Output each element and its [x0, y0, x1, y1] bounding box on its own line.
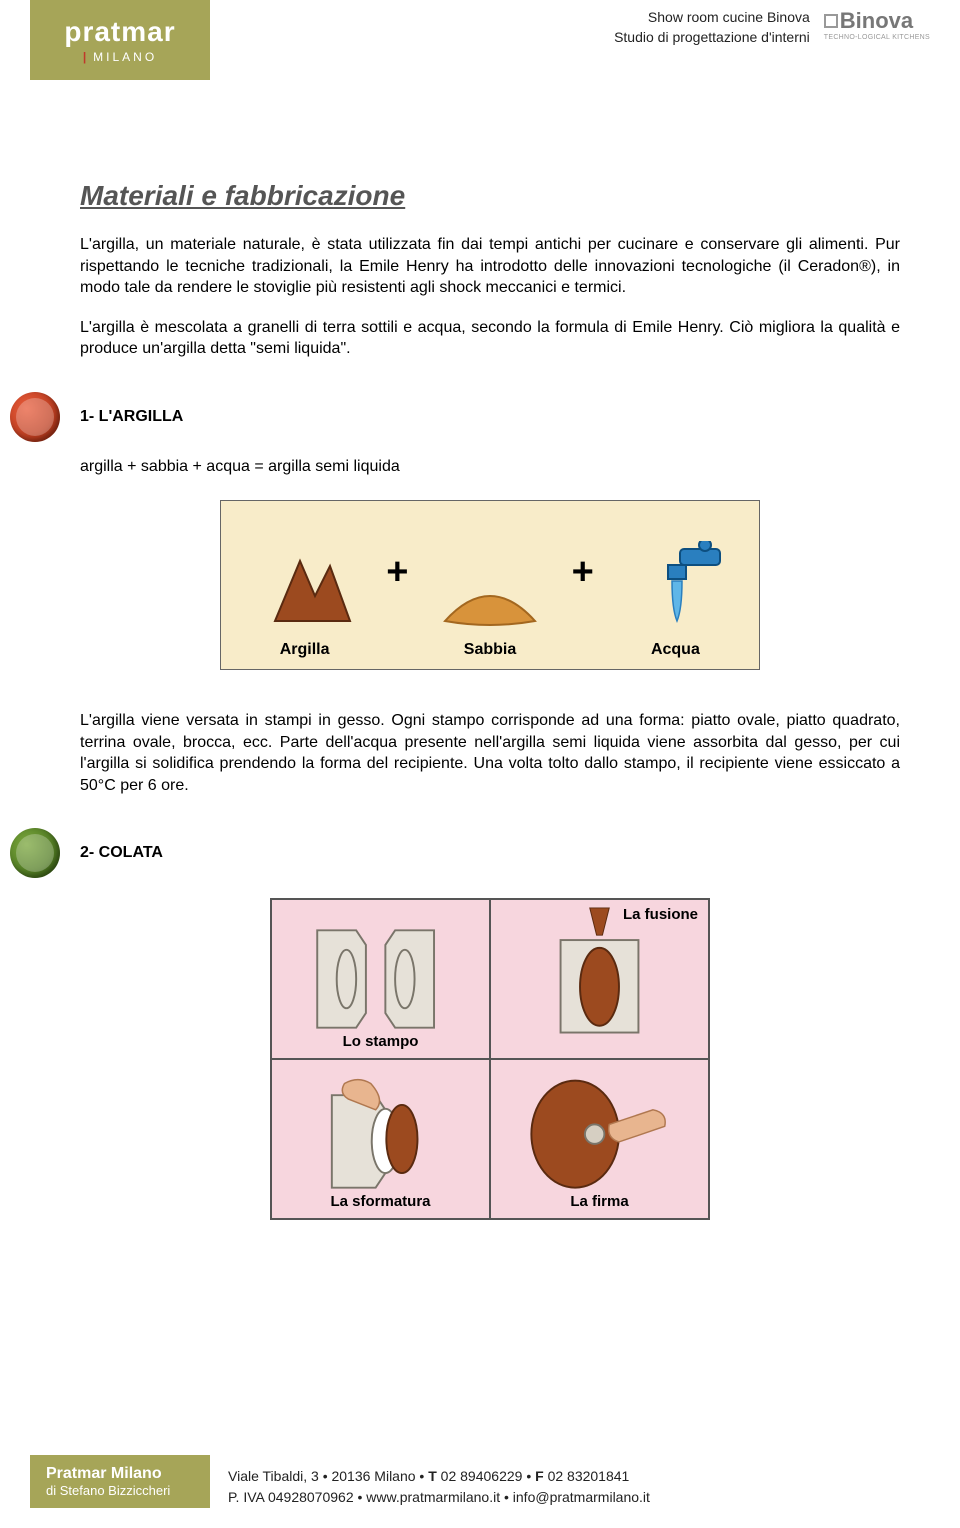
paragraph-3: L'argilla viene versata in stampi in ges… [80, 710, 900, 796]
footer-tel: 02 89406229 • [437, 1468, 535, 1484]
header-tagline: Show room cucine Binova Studio di proget… [614, 8, 810, 47]
pratmar-logo: pratmar |MILANO [30, 0, 210, 80]
caption-firma: La firma [570, 1193, 628, 1210]
binova-logo: Binova TECHNO-LOGICAL KITCHENS [824, 8, 930, 41]
green-dish-icon [10, 828, 60, 878]
page-title: Materiali e fabbricazione [80, 180, 900, 212]
fig1-label-argilla: Argilla [280, 641, 330, 659]
brand-sub: |MILANO [83, 50, 157, 64]
section-1-title: 1- L'ARGILLA [80, 408, 183, 426]
header-line2: Studio di progettazione d'interni [614, 28, 810, 48]
red-dish-icon [10, 392, 60, 442]
section-1-head: 1- L'ARGILLA [10, 392, 900, 442]
fig1-acqua: Acqua [598, 541, 753, 659]
footer-brand-l1: Pratmar Milano [46, 1465, 194, 1483]
footer-brand-l2: di Stefano Bizziccheri [46, 1483, 194, 1498]
plus-icon: + [572, 551, 594, 594]
footer-f-label: F [535, 1468, 544, 1484]
fig1-label-acqua: Acqua [651, 641, 700, 659]
fig1-argilla: Argilla [227, 541, 382, 659]
brand-sub-text: MILANO [93, 50, 157, 64]
binova-tagline: TECHNO-LOGICAL KITCHENS [824, 34, 930, 41]
binova-square-icon [824, 14, 838, 28]
panel-stampo: Lo stampo [271, 899, 490, 1059]
plus-icon: + [386, 551, 408, 594]
paragraph-1: L'argilla, un materiale naturale, è stat… [80, 234, 900, 299]
page-footer: Pratmar Milano di Stefano Bizziccheri Vi… [30, 1455, 930, 1508]
footer-t-label: T [428, 1468, 437, 1484]
footer-piva: P. IVA 04928070962 • www.pratmarmilano.i… [228, 1487, 650, 1508]
formula-text: argilla + sabbia + acqua = argilla semi … [80, 458, 900, 476]
footer-contact: Viale Tibaldi, 3 • 20136 Milano • T 02 8… [228, 1466, 650, 1508]
header-line1: Show room cucine Binova [614, 8, 810, 28]
caption-fusione: La fusione [623, 906, 698, 923]
paragraph-2: L'argilla è mescolata a granelli di terr… [80, 317, 900, 360]
section-2-title: 2- COLATA [80, 844, 163, 862]
footer-fax: 02 83201841 [544, 1468, 630, 1484]
figure-colata-steps: Lo stampo La fusione La sformat [270, 898, 710, 1220]
fig1-sabbia: Sabbia [412, 541, 567, 659]
footer-address: Viale Tibaldi, 3 • 20136 Milano • [228, 1468, 428, 1484]
footer-brand-block: Pratmar Milano di Stefano Bizziccheri [30, 1455, 210, 1508]
panel-firma: La firma [490, 1059, 709, 1219]
fig1-label-sabbia: Sabbia [464, 641, 516, 659]
figure-argilla-components: Argilla + Sabbia + Acqua [220, 500, 760, 670]
caption-stampo: Lo stampo [343, 1033, 419, 1050]
section-2-head: 2- COLATA [10, 828, 900, 878]
binova-text: Binova [840, 8, 913, 34]
brand-text: pratmar [64, 16, 175, 48]
panel-fusione: La fusione [490, 899, 709, 1059]
page-content: Materiali e fabbricazione L'argilla, un … [80, 180, 900, 1220]
panel-sformatura: La sformatura [271, 1059, 490, 1219]
header-right: Show room cucine Binova Studio di proget… [614, 8, 930, 47]
caption-sformatura: La sformatura [330, 1193, 430, 1210]
